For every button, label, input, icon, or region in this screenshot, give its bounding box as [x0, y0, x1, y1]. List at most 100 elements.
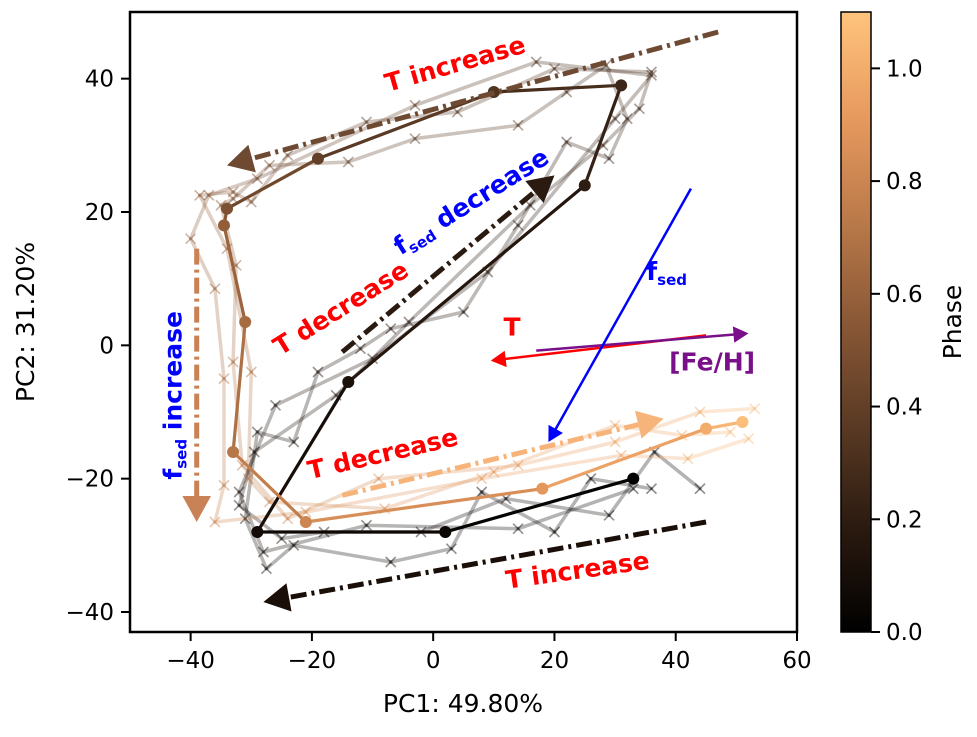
- shadow-track-point: [257, 546, 269, 558]
- annotation-main: f: [159, 468, 188, 480]
- main-track-point: [239, 316, 252, 328]
- shadow-track-point: [218, 479, 230, 491]
- shadow-track-segment: [237, 403, 278, 494]
- shadow-track-segment: [564, 140, 611, 161]
- main-track-point: [439, 526, 452, 538]
- shadow-track-segment: [516, 440, 617, 468]
- shadow-track-point: [742, 433, 755, 445]
- shadow-track-segment: [255, 103, 417, 181]
- shadow-track-point: [385, 556, 397, 568]
- shadow-track-point: [694, 406, 706, 418]
- shadow-track-point: [645, 69, 658, 81]
- shadow-track-segment: [273, 356, 375, 408]
- y-tick-label: 0: [99, 333, 114, 359]
- shadow-track-point: [185, 233, 197, 245]
- shadow-track-segment: [240, 463, 290, 521]
- shadow-track-segment: [516, 90, 569, 128]
- shadow-track-point: [603, 509, 615, 521]
- main-track-point: [299, 516, 312, 528]
- main-track-segment: [540, 427, 708, 491]
- main-track-segment: [492, 83, 623, 94]
- shadow-track-point: [548, 526, 561, 538]
- shadow-track-point: [682, 453, 694, 465]
- shadow-track-segment: [407, 203, 532, 324]
- shadow-track-segment: [237, 450, 257, 508]
- shadow-track-point: [694, 483, 706, 495]
- shadow-track-point: [251, 426, 263, 438]
- trend-arrow: [263, 519, 707, 612]
- shadow-track-point: [242, 473, 254, 485]
- colorbar-tick-label: 0.8: [886, 169, 923, 195]
- shadow-track-point: [403, 316, 415, 328]
- shadow-track-point: [512, 523, 524, 535]
- shadow-track-point: [312, 366, 324, 378]
- shadow-track-segment: [285, 476, 381, 521]
- colorbar: Phase: [840, 11, 967, 633]
- trend-annotation: T decrease: [305, 422, 461, 485]
- main-track-segment: [255, 380, 350, 534]
- shadow-track-point: [385, 323, 397, 335]
- shadow-track-point: [512, 219, 524, 231]
- shadow-track-segment: [346, 136, 417, 164]
- shadow-track-segment: [225, 246, 254, 374]
- shadow-track-segment: [604, 63, 629, 121]
- shadow-track-segment: [188, 236, 217, 291]
- trend-arrow: [182, 248, 211, 522]
- shadow-track-point: [354, 343, 366, 355]
- main-track-point: [578, 179, 591, 192]
- shadow-track-point: [512, 459, 524, 471]
- shadow-track-segment: [285, 120, 369, 158]
- y-axis-label: PC2: 31.20%: [11, 242, 40, 402]
- main-track-segment: [225, 157, 320, 211]
- shadow-track-point: [233, 486, 245, 498]
- x-tick-label: 40: [661, 648, 690, 674]
- x-tick-label: 60: [782, 648, 811, 674]
- shadow-track-point: [561, 136, 573, 148]
- shadow-track-segment: [316, 346, 363, 374]
- main-track-point: [227, 446, 240, 458]
- shadow-track-segment: [255, 430, 296, 444]
- shadow-track-point: [645, 66, 658, 78]
- shadow-track-point: [239, 513, 251, 525]
- shadow-track-point: [585, 473, 597, 485]
- label-main: f: [646, 257, 658, 286]
- x-tick-label: −40: [166, 648, 215, 674]
- shadow-track-point: [209, 283, 221, 295]
- shadow-track-point: [512, 119, 524, 131]
- shadow-track-segment: [188, 193, 211, 241]
- shadow-track-point: [748, 403, 761, 415]
- shadow-track-segment: [264, 543, 296, 571]
- main-track-point: [736, 416, 749, 428]
- shadow-track-point: [251, 173, 263, 185]
- shadow-track-segment: [601, 106, 642, 148]
- shadow-track-point: [227, 356, 239, 368]
- shadow-tracks: [185, 56, 761, 575]
- loading-vector-label: [Fe/H]: [669, 348, 755, 377]
- shadow-track-segment: [249, 153, 290, 204]
- shadow-track-point: [409, 133, 421, 145]
- shadow-track-segment: [291, 370, 320, 444]
- plot-frame: [128, 10, 799, 634]
- main-track: [217, 79, 749, 538]
- trend-arrow: [227, 29, 719, 173]
- shadow-track-segment: [243, 430, 260, 521]
- shadow-track-point: [300, 506, 312, 518]
- y-tick-label: 40: [85, 67, 114, 93]
- shadow-track-point: [288, 539, 300, 551]
- shadow-track-point: [276, 533, 288, 545]
- shadow-track-segment: [419, 496, 508, 534]
- trend-arrow: [340, 175, 555, 354]
- shadow-track-segment: [613, 73, 654, 121]
- colorbar-label: Phase: [938, 285, 967, 360]
- shadow-track-segment: [197, 190, 235, 198]
- shadow-track-segment: [413, 123, 520, 141]
- shadow-track-point: [476, 473, 488, 485]
- shadow-track-point: [373, 473, 385, 485]
- shadow-track-point: [248, 446, 260, 458]
- y-tick-label: −40: [65, 600, 114, 626]
- shadow-track-segment: [304, 476, 484, 514]
- shadow-track-segment: [382, 470, 496, 511]
- x-tick-label: 20: [540, 648, 569, 674]
- label-subscript: sed: [657, 271, 687, 289]
- trend-annotation: fsed increase: [159, 311, 191, 480]
